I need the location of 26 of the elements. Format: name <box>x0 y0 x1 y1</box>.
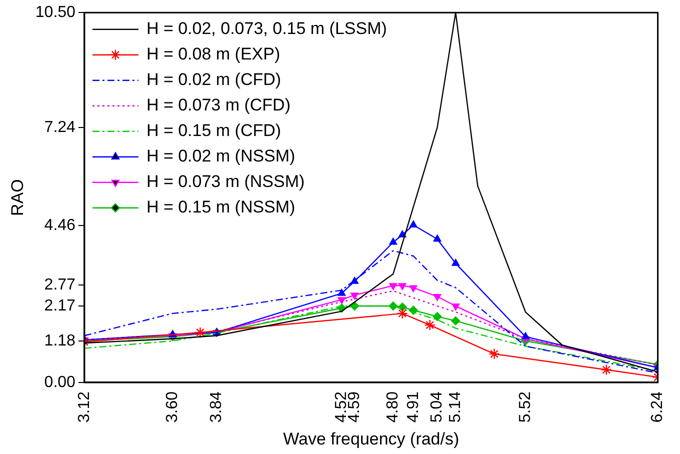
y-tick-label: 7.24 <box>44 118 76 136</box>
legend-label: H = 0.15 m (CFD) <box>146 121 282 140</box>
legend-label: H = 0.073 m (CFD) <box>146 96 290 115</box>
x-tick-label: 4.80 <box>384 391 402 423</box>
y-tick-label: 2.77 <box>44 276 76 294</box>
y-axis-title: RAO <box>8 179 27 216</box>
x-tick-label: 3.60 <box>164 391 182 423</box>
x-tick-label: 5.52 <box>516 391 534 423</box>
y-tick-label: 10.50 <box>35 4 76 22</box>
x-tick-label: 5.04 <box>428 391 446 423</box>
legend-label: H = 0.073 m (NSSM) <box>146 172 305 192</box>
y-tick-label: 1.18 <box>44 332 76 350</box>
x-tick-label: 4.91 <box>404 391 422 423</box>
legend-label: H = 0.08 m (EXP) <box>146 44 280 64</box>
y-tick-label: 4.46 <box>44 216 76 234</box>
legend-label: H = 0.15 m (NSSM) <box>146 198 296 217</box>
y-tick-label: 0.00 <box>44 374 76 391</box>
x-tick-label: 3.84 <box>208 391 226 423</box>
x-tick-label: 6.24 <box>649 391 666 423</box>
x-axis-title: Wave frequency (rad/s) <box>283 429 460 448</box>
legend-label: H = 0.02 m (NSSM) <box>146 146 296 166</box>
y-tick-label: 2.17 <box>44 297 76 314</box>
x-tick-label: 3.12 <box>76 391 93 423</box>
legend-label: H = 0.02 m (CFD) <box>146 70 282 90</box>
legend-label: H = 0.02, 0.073, 0.15 m (LSSM) <box>146 19 387 38</box>
x-tick-label: 5.14 <box>447 391 464 423</box>
